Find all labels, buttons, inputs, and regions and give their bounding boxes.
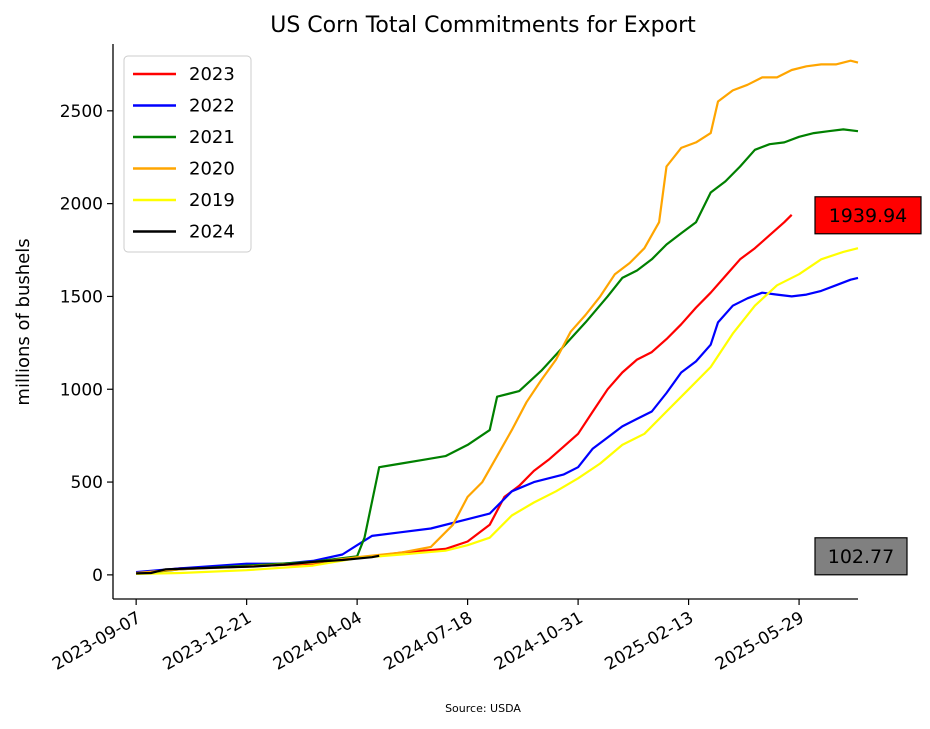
series-line-2024	[136, 554, 380, 575]
axes	[112, 44, 858, 600]
x-tick-label: 2024-10-31	[491, 608, 587, 675]
x-tick-label: 2023-09-07	[49, 608, 145, 675]
value-box-0	[814, 196, 922, 235]
legend-label-2023: 2023	[189, 64, 235, 85]
y-tick-label: 2500	[60, 102, 103, 122]
legend: 2023 2022 2021 2020 2019 2024	[123, 55, 252, 253]
series-line-2022	[136, 276, 859, 574]
legend-label-2024: 2024	[189, 222, 235, 243]
series-line-2021	[135, 128, 859, 575]
source-note: Source: USDA	[445, 702, 521, 715]
y-axis-label: millions of bushels	[13, 238, 34, 405]
value-boxes: 1939.94 102.77	[814, 196, 922, 576]
value-box-label: 102.77	[828, 546, 894, 568]
x-tick-label: 2025-02-13	[602, 608, 698, 675]
series-line-2020	[136, 59, 859, 575]
x-tick-label: 2024-07-18	[381, 608, 477, 675]
x-ticks: 2023-09-07 2023-12-21 2024-04-04 2024-07-18…	[49, 599, 808, 675]
legend-label-2022: 2022	[189, 96, 235, 117]
value-box-1	[814, 537, 908, 576]
x-tick-label: 2023-12-21	[160, 608, 256, 675]
y-tick-label: 1000	[60, 380, 103, 400]
legend-label-2021: 2021	[189, 127, 235, 148]
y-tick-label: 500	[71, 473, 103, 493]
legend-label-2019: 2019	[189, 190, 235, 211]
y-ticks: 0 500 1000 1500 2000 2500	[60, 102, 113, 586]
value-box-label: 1939.94	[829, 205, 908, 227]
y-tick-label: 0	[92, 566, 103, 586]
x-tick-label: 2025-05-29	[712, 608, 808, 675]
chart-title: US Corn Total Commitments for Export	[270, 13, 696, 38]
x-tick-label: 2024-04-04	[270, 608, 366, 675]
plot-lines	[135, 59, 859, 575]
y-tick-label: 2000	[60, 195, 103, 215]
y-tick-label: 1500	[60, 287, 103, 307]
legend-label-2020: 2020	[189, 159, 235, 180]
